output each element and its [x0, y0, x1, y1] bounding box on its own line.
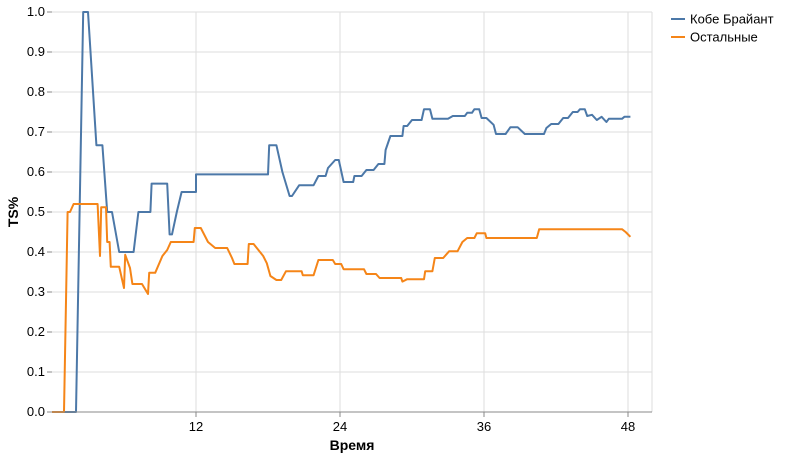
legend: Кобе Брайант Остальные	[671, 12, 774, 45]
legend-label: Кобе Брайант	[690, 12, 774, 27]
x-tick-label: 24	[333, 419, 347, 434]
grid	[52, 11, 653, 413]
y-tick-label: 0.0	[27, 404, 45, 419]
x-tick-label: 48	[621, 419, 635, 434]
legend-label: Остальные	[690, 30, 758, 45]
y-tick-label: 0.6	[27, 164, 45, 179]
series-line-1	[64, 11, 631, 413]
x-tick-label: 36	[477, 419, 491, 434]
y-tick-label: 0.2	[27, 324, 45, 339]
series-layer	[52, 11, 632, 413]
y-tick-label: 0.5	[27, 204, 45, 219]
series-line-2	[52, 203, 632, 413]
y-tick-label: 0.3	[27, 284, 45, 299]
x-ticks: 12 24 36 48	[189, 412, 635, 434]
y-tick-label: 0.4	[27, 244, 45, 259]
y-ticks: 0.0 0.1 0.2 0.3 0.4 0.5 0.6 0.7 0.8 0.9 1.0	[27, 4, 52, 419]
y-tick-label: 0.1	[27, 364, 45, 379]
x-tick-label: 12	[189, 419, 203, 434]
y-axis-title: TS%	[5, 196, 21, 227]
x-axis-title: Время	[330, 437, 375, 453]
y-tick-label: 0.7	[27, 124, 45, 139]
y-tick-label: 1.0	[27, 4, 45, 19]
y-tick-label: 0.9	[27, 44, 45, 59]
axes: 12 24 36 48 0.0 0.1 0.2 0.3 0.4 0.5 0.6 0.7 0.8 0.9 1…	[27, 4, 652, 434]
y-tick-label: 0.8	[27, 84, 45, 99]
